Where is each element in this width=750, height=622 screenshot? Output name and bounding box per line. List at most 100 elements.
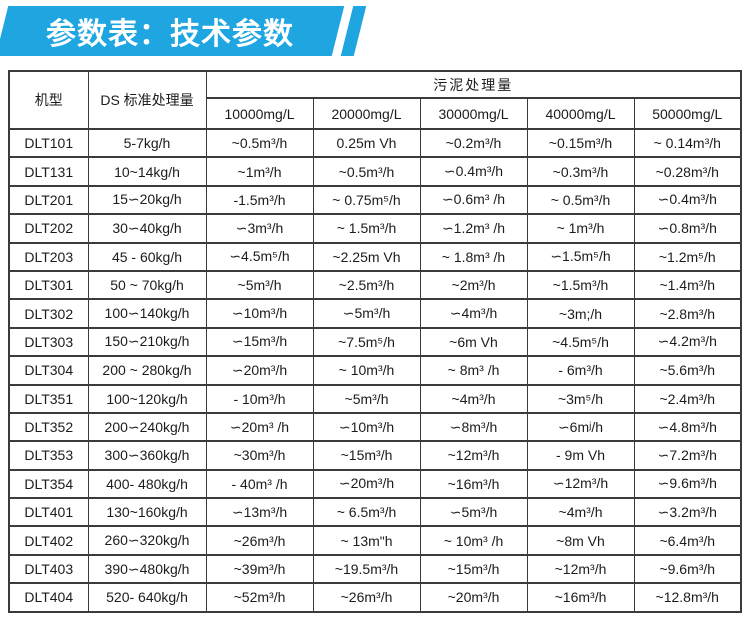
sludge-value-cell: ~ 0.14m³/h: [633, 127, 742, 159]
sludge-value-cell: ~8m Vh: [526, 525, 635, 556]
sludge-value-cell: ~12m³/h: [419, 440, 528, 471]
sludge-value-cell: ∽3m³/h: [205, 213, 314, 244]
sludge-value-cell: - 6m³/h: [526, 355, 635, 386]
ds-capacity-cell: 200∽240kg/h: [87, 411, 207, 443]
sludge-value-cell: ~2.8m³/h: [633, 298, 742, 329]
sludge-value-cell: ~2.5m³/h: [312, 269, 421, 301]
table-row: DLT304 200 ~ 280kg/h ∽20m³/h ~ 10m³/h ~ 8m³ …: [8, 355, 742, 386]
sludge-value-cell: ∽4.5m⁵/h: [205, 241, 314, 272]
sludge-value-cell: ~4.5m⁵/h: [526, 326, 635, 358]
ds-capacity-cell: 10~14kg/h: [87, 156, 207, 187]
ds-capacity-cell: 260∽320kg/h: [87, 525, 207, 556]
model-cell: DLT353: [8, 440, 89, 471]
sludge-value-cell: 0.25m Vh: [312, 127, 421, 159]
sludge-value-cell: ~39m³/h: [205, 553, 314, 585]
col-header-concentration: 40000mg/L: [526, 97, 635, 130]
sludge-value-cell: ∽0.8m³/h: [633, 213, 742, 244]
table-row: DLT401 130~160kg/h ∽13m³/h ~ 6.5m³/h ∽5m³/h ~…: [8, 497, 742, 528]
table-row: DLT203 45 - 60kg/h ∽4.5m⁵/h ~2.25m Vh ~ 1.8m…: [8, 241, 742, 272]
sludge-value-cell: ~1.2m⁵/h: [633, 241, 742, 272]
model-cell: DLT402: [8, 525, 89, 556]
table-row: DLT403 390∽480kg/h ~39m³/h ~19.5m³/h ~15m³/h…: [8, 553, 742, 585]
sludge-value-cell: ~ 1.5m³/h: [312, 213, 421, 244]
header-row-top: 机型 DS 标准处理量 污泥处理量: [8, 70, 742, 130]
sludge-value-cell: ~3m;/h: [526, 298, 635, 329]
sludge-value-cell: ~2m³/h: [419, 269, 528, 301]
ds-capacity-cell: 45 - 60kg/h: [87, 241, 207, 272]
col-header-ds: DS 标准处理量: [87, 70, 207, 130]
sludge-value-cell: - 9m Vh: [526, 440, 635, 471]
model-cell: DLT202: [8, 213, 89, 244]
parameters-table: 机型 DS 标准处理量 污泥处理量 10000mg/L 20000mg/L 3000…: [8, 70, 743, 613]
sludge-value-cell: ∽13m³/h: [205, 497, 314, 528]
sludge-value-cell: ~5.6m³/h: [633, 355, 742, 386]
model-cell: DLT302: [8, 298, 89, 329]
sludge-value-cell: ~ 1m³/h: [526, 213, 635, 244]
sludge-value-cell: ∽8m³/h: [419, 411, 528, 443]
sludge-value-cell: ~19.5m³/h: [312, 553, 421, 585]
sludge-value-cell: ~15m³/h: [419, 553, 528, 585]
table-row: DLT202 30∽40kg/h ∽3m³/h ~ 1.5m³/h ∽1.2m³ /h ~…: [8, 213, 742, 244]
ds-capacity-cell: 520- 640kg/h: [87, 582, 207, 613]
sludge-value-cell: ~ 10m³ /h: [419, 525, 528, 556]
ds-capacity-cell: 400- 480kg/h: [87, 468, 207, 500]
ds-capacity-cell: 5-7kg/h: [87, 127, 207, 159]
model-cell: DLT354: [8, 468, 89, 500]
title-banner: 参数表：技术参数: [0, 6, 750, 56]
sludge-value-cell: ∽4.2m³/h: [633, 326, 742, 358]
table-row: DLT352 200∽240kg/h ∽20m³ /h ∽10m³/h ∽8m³/h ∽6…: [8, 411, 742, 443]
sludge-value-cell: ∽4.8m³/h: [633, 411, 742, 443]
sludge-value-cell: ~0.3m³/h: [526, 156, 635, 187]
table-row: DLT131 10~14kg/h ~1m³/h ~0.5m³/h ∽0.4m³/h ~0.…: [8, 156, 742, 187]
sludge-value-cell: ∽1.5m⁵/h: [526, 241, 635, 272]
sludge-value-cell: ~6m Vh: [419, 326, 528, 358]
ds-capacity-cell: 200 ~ 280kg/h: [87, 355, 207, 386]
sludge-value-cell: ~6.4m³/h: [633, 525, 742, 556]
sludge-value-cell: ~7.5m⁵/h: [312, 326, 421, 358]
sludge-value-cell: ~0.5m³/h: [312, 156, 421, 187]
page-title: 参数表：技术参数: [46, 18, 294, 51]
sludge-value-cell: ~3m⁵/h: [526, 383, 635, 414]
sludge-value-cell: ~0.5m³/h: [205, 127, 314, 159]
col-header-concentration: 10000mg/L: [205, 97, 314, 130]
sludge-value-cell: ~ 1.8m³ /h: [419, 241, 528, 272]
sludge-value-cell: ~20m³/h: [419, 582, 528, 613]
table-row: DLT303 150∽210kg/h ∽15m³/h ~7.5m⁵/h ~6m Vh ~4…: [8, 326, 742, 358]
sludge-value-cell: ~ 0.5m³/h: [526, 184, 635, 216]
col-header-sludge-group: 污泥处理量: [205, 70, 742, 99]
col-header-concentration: 20000mg/L: [312, 97, 421, 130]
ds-capacity-cell: 15∽20kg/h: [87, 184, 207, 216]
sludge-value-cell: ∽0.4m³/h: [633, 184, 742, 216]
sludge-value-cell: ~26m³/h: [205, 525, 314, 556]
sludge-value-cell: ∽12m³/h: [526, 468, 635, 500]
sludge-value-cell: ~30m³/h: [205, 440, 314, 471]
sludge-value-cell: ∽20m³/h: [205, 355, 314, 386]
sludge-value-cell: ∽5m³/h: [312, 298, 421, 329]
sludge-value-cell: ∽10m³/h: [205, 298, 314, 329]
sludge-value-cell: ~12.8m³/h: [633, 582, 742, 613]
sludge-value-cell: ~0.15m³/h: [526, 127, 635, 159]
sludge-value-cell: ~4m³/h: [526, 497, 635, 528]
model-cell: DLT304: [8, 355, 89, 386]
table-row: DLT302 100∽140kg/h ∽10m³/h ∽5m³/h ∽4m³/h ~3m;…: [8, 298, 742, 329]
sludge-value-cell: ~ 0.75m⁵/h: [312, 184, 421, 216]
sludge-value-cell: ~2.25m Vh: [312, 241, 421, 272]
sludge-value-cell: ∽0.4m³/h: [419, 156, 528, 187]
sludge-value-cell: ∽3.2m³/h: [633, 497, 742, 528]
model-cell: DLT352: [8, 411, 89, 443]
sludge-value-cell: ~5m³/h: [312, 383, 421, 414]
sludge-value-cell: ~1.5m³/h: [526, 269, 635, 301]
banner-parallelogram: 参数表：技术参数: [0, 6, 345, 56]
sludge-value-cell: ~12m³/h: [526, 553, 635, 585]
col-header-model: 机型: [8, 70, 89, 130]
sludge-value-cell: ~15m³/h: [312, 440, 421, 471]
sludge-value-cell: ∽15m³/h: [205, 326, 314, 358]
sludge-value-cell: ~0.28m³/h: [633, 156, 742, 187]
sludge-value-cell: ∽1.2m³ /h: [419, 213, 528, 244]
sludge-value-cell: - 40m³ /h: [205, 468, 314, 500]
sludge-value-cell: ~9.6m³/h: [633, 553, 742, 585]
sludge-value-cell: ~ 6.5m³/h: [312, 497, 421, 528]
sludge-value-cell: ∽9.6m³/h: [633, 468, 742, 500]
model-cell: DLT403: [8, 553, 89, 585]
sludge-value-cell: ∽4m³/h: [419, 298, 528, 329]
